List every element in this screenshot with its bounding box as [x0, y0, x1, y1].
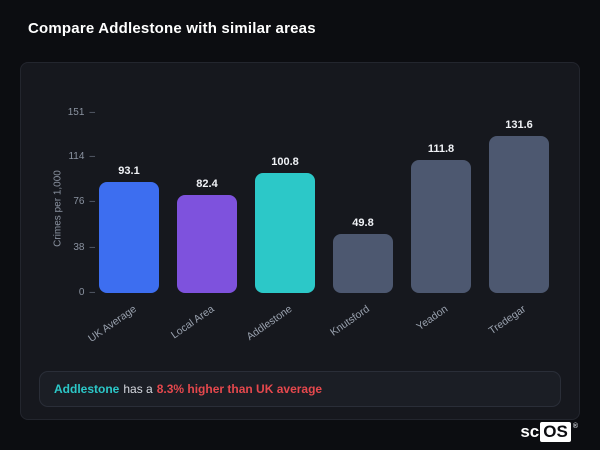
bar-value-label: 131.6 — [505, 119, 533, 132]
y-tick-label: 151– — [67, 107, 95, 118]
bar-value-label: 82.4 — [196, 177, 218, 190]
registered-mark-icon: ® — [572, 423, 578, 430]
y-tick-label: 76– — [73, 196, 95, 208]
bar-column: 93.1 UK Average — [86, 165, 159, 345]
bar-column: 100.8 Addlestone — [244, 155, 315, 343]
scos-logo: sc OS ® — [520, 422, 578, 442]
x-axis-label: Knutsford — [328, 303, 373, 339]
bar-addlestone[interactable] — [255, 172, 315, 293]
bar-uk-average[interactable] — [99, 182, 159, 293]
summary-banner: Addlestone has a 8.3% higher than UK ave… — [39, 371, 561, 407]
bar-local-area[interactable] — [177, 194, 237, 293]
bar-column: 49.8 Knutsford — [329, 216, 393, 339]
bar-column: 131.6 Tredegar — [487, 119, 549, 337]
bar-knutsford[interactable] — [333, 233, 393, 293]
x-axis-label: Addlestone — [244, 303, 295, 343]
bar-value-label: 111.8 — [427, 142, 455, 155]
x-axis-label: UK Average — [85, 303, 139, 345]
bar-column: 82.4 Local Area — [169, 177, 237, 341]
y-tick-label: 38– — [73, 241, 95, 253]
bar-yeadon[interactable] — [411, 159, 471, 293]
bar-chart: 0– 38– 76– 114– 151– 93.1 UK Average 82.4 Local… — [68, 108, 549, 345]
y-tick-label: 114– — [68, 151, 95, 163]
bars-container: 93.1 UK Average 82.4 Local Area 100.8 Addlest… — [86, 113, 549, 345]
y-tick-label: 0– — [78, 287, 95, 298]
bar-value-label: 100.8 — [271, 155, 299, 168]
summary-area-name: Addlestone — [54, 382, 120, 396]
summary-highlight-text: 8.3% higher than UK average — [156, 382, 323, 396]
bar-value-label: 49.8 — [352, 216, 374, 229]
x-axis-label: Local Area — [168, 303, 217, 342]
bar-value-label: 93.1 — [118, 165, 140, 178]
x-axis-label: Yeadon — [414, 303, 451, 334]
logo-os-badge: OS — [540, 422, 571, 442]
x-axis-label: Tredegar — [486, 303, 529, 338]
logo-sc-text: sc — [520, 422, 540, 441]
summary-middle-text: has a — [123, 382, 153, 396]
page-title: Compare Addlestone with similar areas — [28, 20, 316, 37]
chart-card: Crimes per 1,000 0–38–76–114–151– 93.1 UK… — [20, 62, 580, 420]
bar-tredegar[interactable] — [489, 136, 549, 293]
y-axis: 0– 38– 76– 114– 151– — [49, 108, 95, 298]
bar-column: 111.8 Yeadon — [411, 142, 471, 333]
